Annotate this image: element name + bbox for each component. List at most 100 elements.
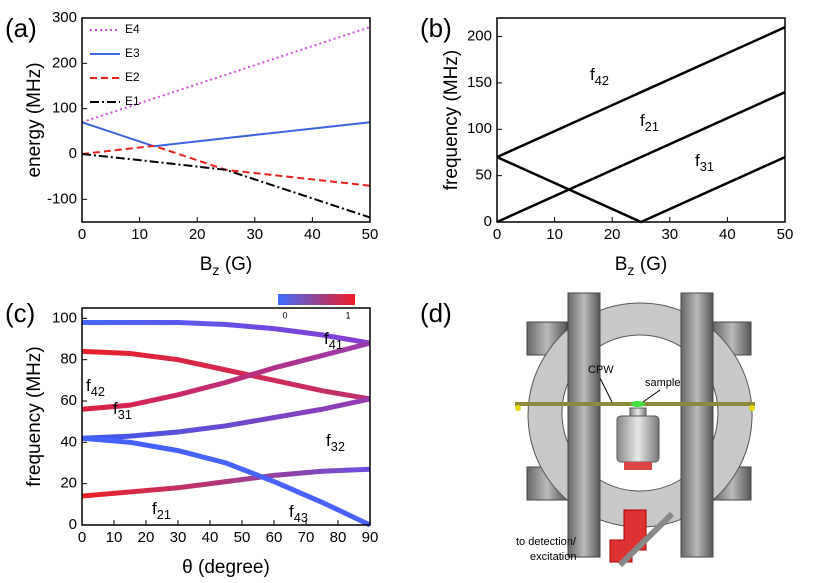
y-axis-label: energy (MHz) [24, 62, 45, 177]
annotation-base: f [695, 151, 700, 170]
x-tick-label: 0 [78, 226, 86, 243]
y-axis-label: frequency (MHz) [24, 346, 45, 486]
panel-label: (a) [5, 13, 37, 43]
legend-label: E4 [125, 22, 140, 36]
annotation-base: f [152, 499, 157, 518]
annotation: f43 [289, 502, 308, 525]
legend-label: E1 [125, 94, 140, 108]
y-tick-label: 150 [467, 74, 492, 91]
x-tick-label: 80 [330, 529, 347, 546]
annotation-base: f [640, 111, 645, 130]
x-tick-label: 90 [362, 529, 379, 546]
y-tick-label: 100 [52, 100, 77, 117]
series-line [496, 91, 786, 224]
annotation: f41 [324, 329, 343, 352]
y-tick-label: 20 [60, 475, 77, 492]
series-line [81, 144, 371, 187]
x-tick-label: 0 [78, 529, 86, 546]
axes-frame [81, 17, 371, 223]
x-axis-label-sub: z [627, 263, 634, 279]
diagram: (d) CPW sample to detection/ excitation [420, 292, 755, 568]
annotation: f21 [640, 111, 659, 134]
x-axis-label-base: B [200, 254, 213, 275]
annotation-sub: 21 [157, 507, 171, 522]
x-axis-label: θ (degree) [182, 557, 270, 578]
annotation-sub: 42 [595, 73, 609, 88]
series-line [82, 319, 371, 346]
mirror [617, 511, 675, 568]
y-tick-label: 80 [60, 351, 77, 368]
objective [616, 415, 660, 463]
beam [624, 462, 652, 470]
x-tick-label: 30 [170, 529, 187, 546]
panel-label: (c) [5, 298, 35, 328]
series-line [496, 26, 786, 159]
coil [680, 292, 714, 558]
annotation: f42 [86, 376, 105, 399]
y-tick-label: 40 [60, 433, 77, 450]
y-tick-label: 300 [52, 9, 77, 26]
x-tick-label: 60 [266, 529, 283, 546]
x-tick-label: 30 [661, 226, 678, 243]
x-tick-label: 20 [138, 529, 155, 546]
x-tick-label: 50 [362, 226, 379, 243]
x-tick-label: 0 [493, 226, 501, 243]
y-tick-label: 100 [52, 309, 77, 326]
x-axis-label: Bz (G) [615, 254, 668, 279]
annotation: f32 [326, 431, 345, 454]
x-tick-label: 40 [304, 226, 321, 243]
legend-label: E2 [125, 70, 140, 84]
connector [749, 405, 755, 411]
y-tick-label: 0 [69, 145, 77, 162]
x-tick-label: 20 [189, 226, 206, 243]
x-tick-label: 10 [546, 226, 563, 243]
label: excitation [530, 551, 576, 563]
legend-label: E3 [125, 46, 140, 60]
annotation-base: f [590, 65, 595, 84]
objective [629, 407, 647, 417]
colorbar [278, 294, 355, 305]
colorbar-tick: 0 [282, 310, 287, 320]
colorbar-tick: 1 [345, 310, 350, 320]
annotation-sub: 21 [645, 119, 659, 134]
label: to detection/ [516, 536, 577, 548]
y-tick-label: 60 [60, 392, 77, 409]
series-line [81, 153, 371, 219]
annotation-sub: 31 [700, 159, 714, 174]
x-tick-label: 70 [298, 529, 315, 546]
pointer [599, 377, 613, 403]
connector [515, 405, 521, 411]
annotation-sub: 32 [331, 439, 345, 454]
annotation-sub: 41 [329, 337, 343, 352]
x-tick-label: 40 [719, 226, 736, 243]
x-tick-label: 10 [106, 529, 123, 546]
annotation: f21 [152, 499, 171, 522]
panel-label: (b) [420, 13, 452, 43]
annotation-sub: 31 [118, 407, 132, 422]
annotation-sub: 42 [91, 384, 105, 399]
series-line [496, 155, 786, 224]
x-tick-label: 40 [202, 529, 219, 546]
x-axis-label-rest: (G) [635, 254, 668, 275]
label: sample [645, 377, 680, 389]
annotation-sub: 43 [294, 510, 308, 525]
annotation-base: f [326, 431, 331, 450]
annotation-base: f [86, 376, 91, 395]
annotation: f31 [113, 399, 132, 422]
annotation-base: f [113, 399, 118, 418]
x-tick-label: 50 [777, 226, 794, 243]
y-axis-label: frequency (MHz) [441, 50, 462, 190]
annotation: f31 [695, 151, 714, 174]
plot [81, 319, 372, 528]
sample [631, 401, 645, 407]
axes-frame [81, 307, 371, 526]
panel-label: (d) [420, 298, 452, 328]
axes-frame [496, 17, 786, 223]
series-line [81, 396, 371, 441]
series-line [81, 435, 372, 528]
y-tick-label: 0 [69, 516, 77, 533]
x-tick-label: 10 [131, 226, 148, 243]
y-tick-label: 100 [467, 120, 492, 137]
series-line [81, 348, 371, 402]
